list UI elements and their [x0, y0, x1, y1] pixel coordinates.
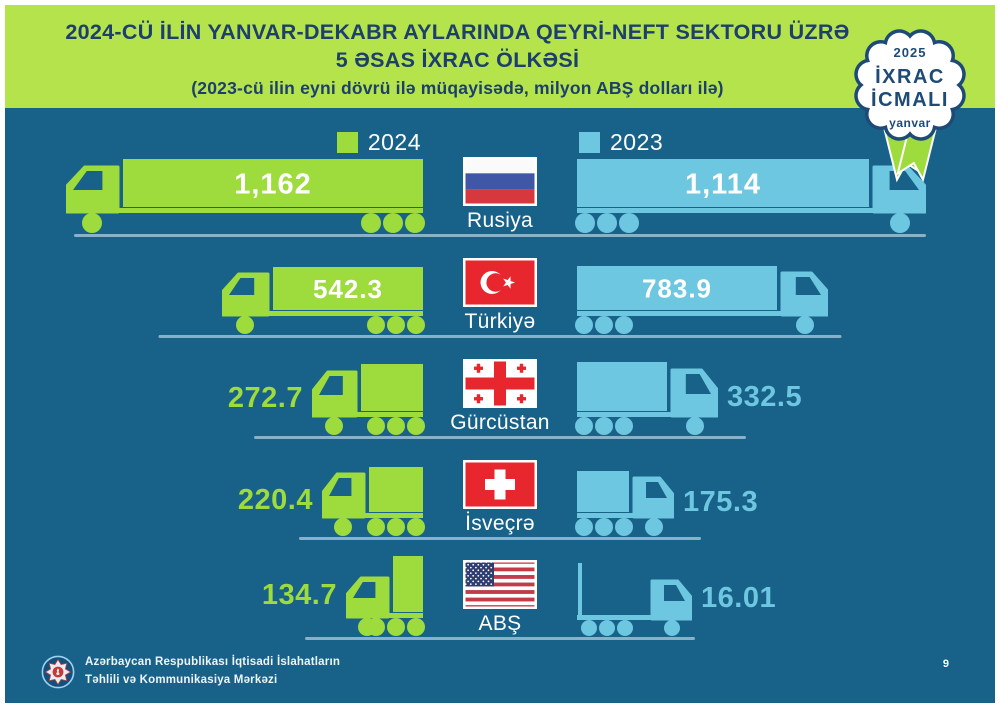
value-2024-isvecre: 220.4 [237, 484, 313, 516]
svg-text:yanvar: yanvar [889, 116, 931, 130]
turkey-flag [463, 258, 537, 307]
footer: Azərbaycan Respublikası İqtisadi İslahat… [41, 654, 340, 690]
truck-2023-rusiya: 1,114 [575, 156, 927, 234]
country-label: İsveçrə [465, 512, 535, 535]
right-side-gurcustan: 332.5 [575, 359, 995, 439]
country-label: ABŞ [478, 612, 522, 635]
country-row-turkiye: 542.3 Türkiyə 783.9 [5, 237, 995, 338]
usa-flag [463, 560, 537, 610]
legend-swatch-2023 [579, 131, 600, 153]
truck-2024-rusiya: 1,162 [65, 156, 425, 234]
export-review-rosette-badge: 2025 İXRAC İCMALI yanvar [845, 18, 975, 196]
infographic-page: 2024-CÜ İLİN YANVAR-DEKABR AYLARINDA QEY… [5, 5, 995, 703]
svg-text:542.3: 542.3 [313, 274, 383, 304]
truck-2023-gurcustan [575, 359, 719, 436]
country-block-isvecre: İsveçrə [425, 460, 575, 540]
truck-2023-turkiye: 783.9 [575, 263, 829, 335]
truck-2024-turkiye: 542.3 [221, 264, 425, 335]
azerbaijan-emblem-logo [41, 655, 75, 689]
switzerland-flag [463, 460, 537, 509]
georgia-flag [463, 359, 537, 408]
truck-2024-gurcustan [311, 361, 425, 436]
country-row-gurcustan: 272.7 Gürcüstan 332.5 [5, 338, 995, 439]
truck-2024-abs [345, 553, 425, 637]
value-2024-gurcustan: 272.7 [227, 382, 303, 414]
country-block-gurcustan: Gürcüstan [425, 359, 575, 439]
right-side-rusiya: 1,114 [575, 156, 995, 237]
legend-item-2023: 2023 [579, 129, 663, 156]
country-block-abs: ABŞ [425, 560, 575, 640]
svg-text:1,114: 1,114 [685, 168, 761, 200]
russia-flag [463, 157, 537, 206]
value-2023-gurcustan: 332.5 [727, 381, 803, 413]
legend-swatch-2024 [336, 131, 358, 153]
legend: 2024 2023 [5, 128, 995, 156]
header: 2024-CÜ İLİN YANVAR-DEKABR AYLARINDA QEY… [5, 5, 995, 108]
country-label: Gürcüstan [450, 411, 550, 434]
country-row-abs: 134.7 ABŞ 16.01 [5, 540, 995, 640]
org-name-line-1: Azərbaycan Respublikası İqtisadi İslahat… [85, 656, 341, 669]
svg-text:2025: 2025 [894, 45, 927, 60]
country-block-rusiya: Rusiya [425, 157, 575, 237]
svg-text:İXRAC: İXRAC [875, 65, 945, 88]
svg-text:İCMALI: İCMALI [871, 88, 949, 111]
country-block-turkiye: Türkiyə [425, 258, 575, 338]
country-label: Rusiya [467, 209, 533, 232]
road-line [254, 436, 746, 439]
title-line-1: 2024-CÜ İLİN YANVAR-DEKABR AYLARINDA QEY… [65, 20, 850, 44]
legend-item-2024: 2024 [336, 128, 421, 156]
title-block: 2024-CÜ İLİN YANVAR-DEKABR AYLARINDA QEY… [5, 14, 910, 99]
right-side-abs: 16.01 [575, 559, 995, 640]
svg-text:1,162: 1,162 [234, 168, 312, 200]
right-side-turkiye: 783.9 [575, 263, 995, 338]
organization-name: Azərbaycan Respublikası İqtisadi İslahat… [85, 654, 340, 690]
legend-label: 2024 [367, 128, 421, 155]
legend-label: 2023 [610, 128, 664, 155]
truck-2023-abs [575, 559, 693, 637]
chart-area: 2024 2023 1,162 Rusiya 1,114 542.3 Türkiyə 7… [5, 128, 995, 640]
country-row-isvecre: 220.4 İsveçrə 175.3 [5, 439, 995, 540]
left-side-rusiya: 1,162 [5, 156, 425, 237]
left-side-turkiye: 542.3 [5, 264, 425, 338]
chart-rows: 1,162 Rusiya 1,114 542.3 Türkiyə 783.9 272.7… [5, 154, 995, 640]
value-2023-abs: 16.01 [701, 581, 777, 614]
value-2024-abs: 134.7 [261, 578, 337, 611]
road-line [158, 335, 842, 338]
right-side-isvecre: 175.3 [575, 468, 995, 540]
left-side-isvecre: 220.4 [5, 464, 425, 540]
truck-2023-isvecre [575, 468, 675, 537]
road-line [299, 537, 701, 540]
svg-text:783.9: 783.9 [642, 273, 712, 303]
left-side-gurcustan: 272.7 [5, 361, 425, 439]
subtitle: (2023-cü ilin eyni dövrü ilə müqayisədə,… [191, 78, 724, 98]
left-side-abs: 134.7 [5, 553, 425, 640]
country-row-rusiya: 1,162 Rusiya 1,114 [5, 154, 995, 237]
org-name-line-2: Təhlili və Kommunikasiya Mərkəzi [85, 674, 278, 687]
title-line-2: 5 ƏSAS İXRAC ÖLKƏSİ [335, 48, 580, 72]
road-line [305, 637, 695, 640]
value-2023-isvecre: 175.3 [683, 486, 759, 518]
truck-2024-isvecre [321, 464, 425, 537]
country-label: Türkiyə [464, 310, 536, 333]
road-line [74, 234, 926, 237]
page-number: 9 [942, 658, 949, 670]
